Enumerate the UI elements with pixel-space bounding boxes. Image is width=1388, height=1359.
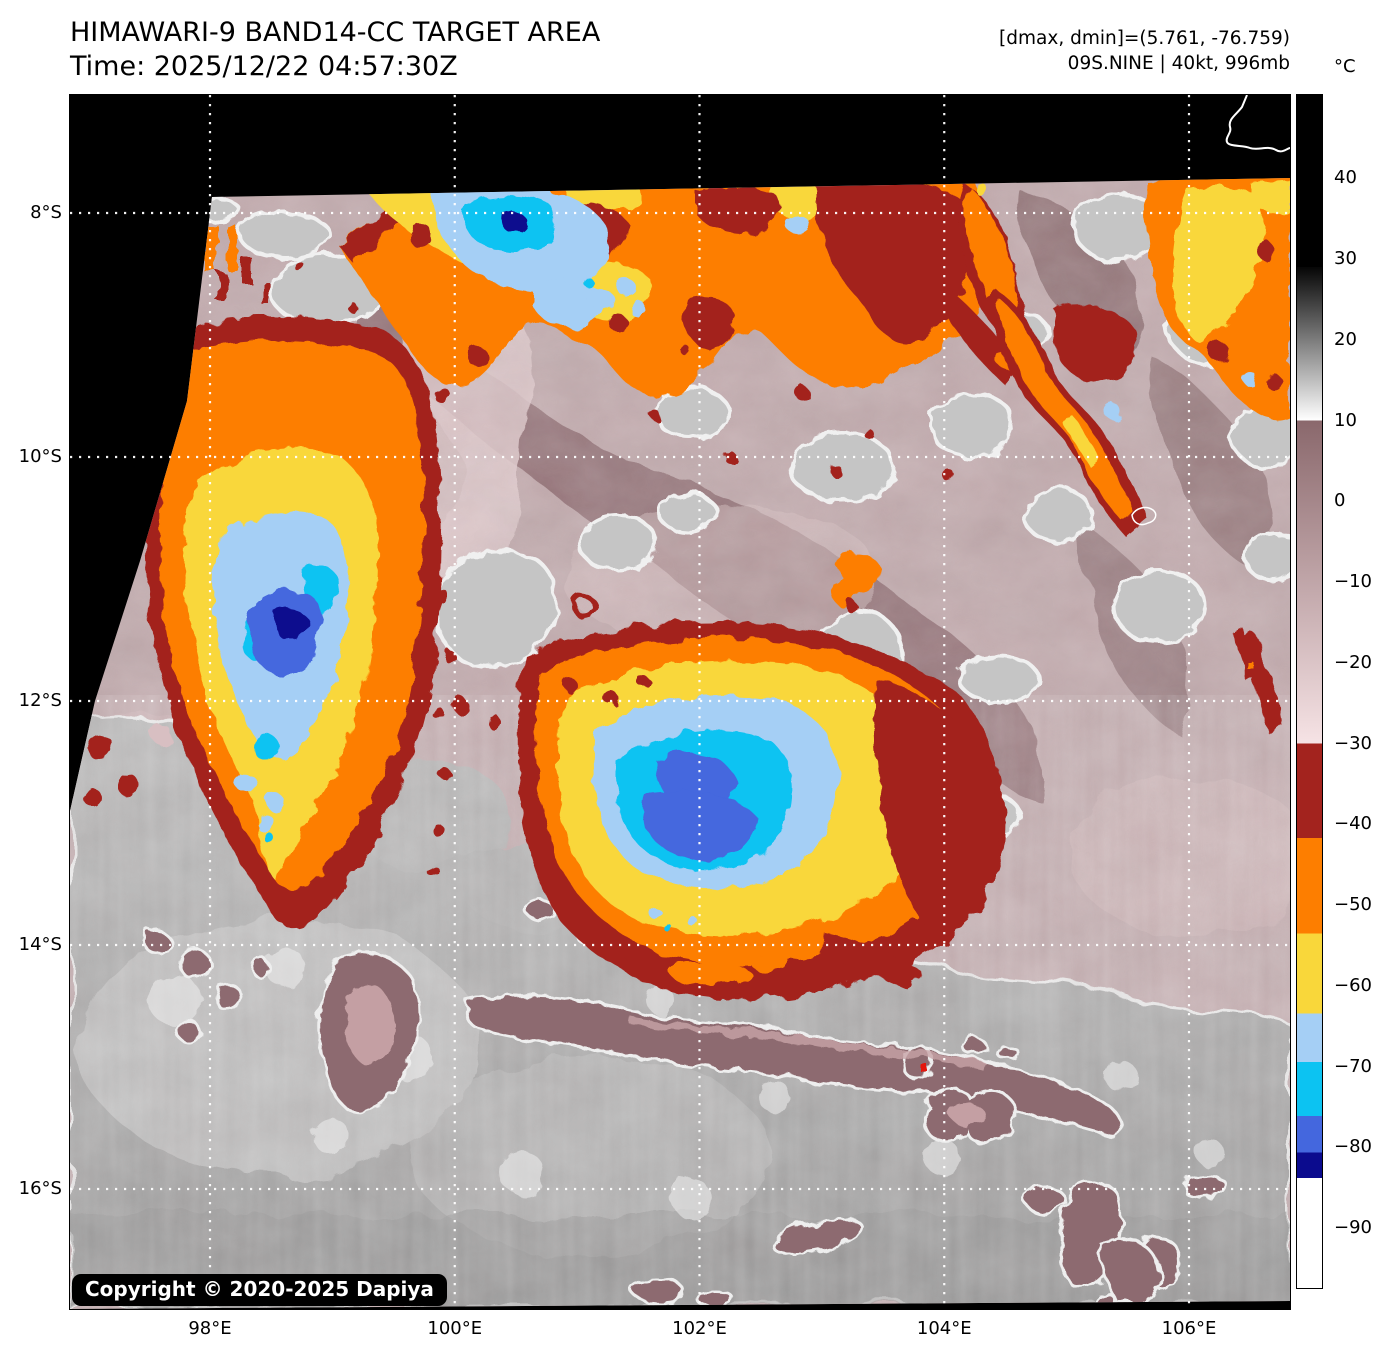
colorbar-tick-−50: −50	[1334, 894, 1372, 916]
coastline-java	[1225, 95, 1290, 153]
colorbar	[1296, 94, 1323, 1289]
figure-title: HIMAWARI-9 BAND14-CC TARGET AREA Time: 2…	[70, 16, 600, 84]
image-swath	[70, 178, 1290, 1309]
coastline-christmas-island	[1131, 506, 1157, 526]
colorbar-tick-−10: −10	[1334, 571, 1372, 593]
y-axis-label-8°S: 8°S	[30, 202, 62, 223]
colorbar-unit-label: °C	[1334, 56, 1356, 77]
colorbar-tick-30: 30	[1334, 247, 1357, 269]
y-axis-label-16°S: 16°S	[18, 1178, 62, 1199]
colorbar-tick-−80: −80	[1334, 1136, 1372, 1158]
colorbar-tick-10: 10	[1334, 409, 1357, 431]
colorbar-tick-40: 40	[1334, 167, 1357, 189]
storm-1-west	[83, 316, 454, 929]
cold-streak-east	[942, 183, 1148, 537]
y-axis-label-14°S: 14°S	[18, 934, 62, 955]
colorbar-tick-−20: −20	[1334, 651, 1372, 673]
y-axis-label-12°S: 12°S	[18, 690, 62, 711]
warm-overcast-blobs	[144, 898, 1229, 1309]
title-line-2: Time: 2025/12/22 04:57:30Z	[70, 51, 458, 82]
colorbar-tick-−60: −60	[1334, 974, 1372, 996]
colorbar-tick-−40: −40	[1334, 813, 1372, 835]
storm-id-intensity: 09S.NINE | 40kt, 996mb	[1067, 53, 1290, 74]
satellite-image	[70, 95, 1290, 1309]
x-axis-label-102°E: 102°E	[672, 1318, 727, 1339]
colorbar-tick-−70: −70	[1334, 1055, 1372, 1077]
convective-band-north	[206, 178, 1290, 419]
x-axis-label-98°E: 98°E	[188, 1318, 232, 1339]
satellite-map: Copyright © 2020-2025 Dapiya	[69, 94, 1291, 1310]
scattered-cold-speckles	[572, 342, 1282, 735]
colorbar-tick-20: 20	[1334, 328, 1357, 350]
dmax-dmin-readout: [dmax, dmin]=(5.761, -76.759)	[999, 28, 1290, 49]
colorbar-tick-−90: −90	[1334, 1217, 1372, 1239]
colorbar-tick-0: 0	[1334, 490, 1346, 512]
title-line-1: HIMAWARI-9 BAND14-CC TARGET AREA	[70, 17, 601, 48]
storm-2-center	[452, 622, 1006, 1000]
x-axis-label-106°E: 106°E	[1161, 1318, 1217, 1339]
copyright-badge: Copyright © 2020-2025 Dapiya	[72, 1274, 447, 1306]
colorbar-tick-−30: −30	[1334, 732, 1372, 754]
storm-info: [dmax, dmin]=(5.761, -76.759) 09S.NINE |…	[999, 26, 1290, 76]
x-axis-label-104°E: 104°E	[916, 1318, 972, 1339]
y-axis-label-10°S: 10°S	[18, 446, 62, 467]
x-axis-label-100°E: 100°E	[427, 1318, 483, 1339]
